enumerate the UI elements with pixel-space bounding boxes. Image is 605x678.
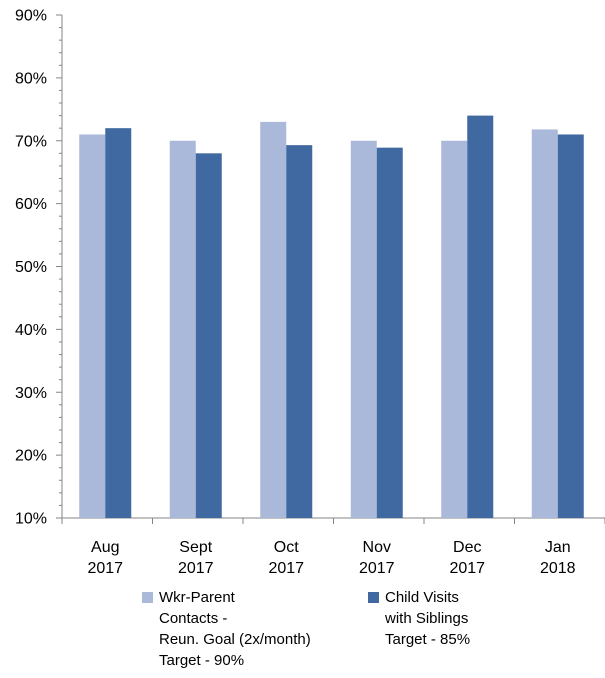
bar: [195, 153, 222, 518]
y-tick-label: 30%: [15, 385, 47, 402]
legend-line: Target - 90%: [159, 652, 245, 669]
x-axis: Aug 2017 Sept 2017 Oct 2017 Nov 2017 Dec 2017 Jan 2…: [61, 517, 605, 577]
y-tick-label: 70%: [15, 133, 47, 150]
bar: [531, 129, 558, 518]
legend-line: with Siblings: [385, 610, 469, 627]
x-tick-label: Dec: [453, 539, 481, 556]
legend-label-wkr-parent: Wkr-Parent Contacts - Reun. Goal (2x/mon…: [159, 587, 311, 671]
y-tick-label: 60%: [15, 196, 47, 213]
x-tick-label: Sept: [179, 539, 212, 556]
legend-line: Target - 85%: [385, 631, 471, 648]
x-tick-label: Oct: [274, 539, 299, 556]
x-tick-label: Jan: [545, 539, 571, 556]
legend-line: Wkr-Parent: [159, 589, 235, 606]
bar: [376, 147, 403, 518]
bar: [557, 134, 584, 518]
y-tick-label: 90%: [15, 8, 47, 25]
bar: [79, 134, 106, 518]
legend-swatch-wkr-parent: [142, 592, 153, 603]
bar: [467, 115, 494, 518]
legend-label-child-visits: Child Visits with Siblings Target - 85%: [385, 587, 470, 650]
bar: [286, 145, 313, 518]
y-tick-label: 40%: [15, 322, 47, 339]
y-tick-label: 10%: [15, 511, 47, 528]
legend-line: Child Visits: [385, 589, 459, 606]
x-tick-label: 2017: [359, 560, 395, 577]
bar: [169, 140, 196, 518]
x-tick-label: 2017: [449, 560, 485, 577]
bar: [105, 128, 132, 519]
bars: [79, 115, 584, 519]
x-tick-label: 2017: [178, 560, 214, 577]
y-tick-label: 50%: [15, 259, 47, 276]
x-tick-label: Aug: [91, 539, 119, 556]
y-axis: 10% 20% 30% 40% 50% 60% 70% 80% 90%: [15, 8, 63, 528]
legend-line: Reun. Goal (2x/month): [159, 631, 311, 648]
bar: [350, 140, 377, 518]
y-tick-label: 80%: [15, 70, 47, 87]
x-tick-label: 2017: [268, 560, 304, 577]
legend-line: Contacts -: [159, 610, 228, 627]
x-tick-label: 2017: [87, 560, 123, 577]
bar: [260, 121, 287, 518]
x-tick-label: Nov: [363, 539, 391, 556]
x-tick-label: 2018: [540, 560, 576, 577]
legend-swatch-child-visits: [368, 592, 379, 603]
y-tick-label: 20%: [15, 448, 47, 465]
bar-chart: 10% 20% 30% 40% 50% 60% 70% 80% 90% Aug 2017 Sept 2…: [15, 8, 605, 577]
bar: [441, 140, 468, 518]
